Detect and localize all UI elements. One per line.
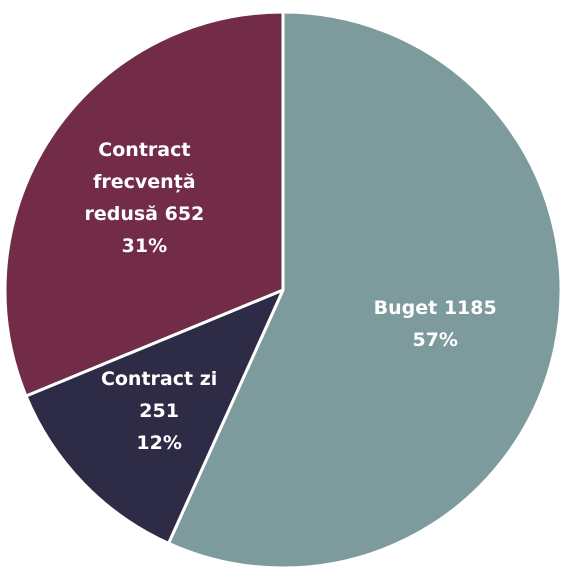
data-label-line: frecvență: [93, 171, 196, 193]
data-label-line: 57%: [412, 329, 457, 351]
data-label-line: 31%: [122, 235, 167, 257]
pie-slices: [3, 10, 563, 567]
data-label-buget: Buget 1185 57%: [374, 297, 497, 351]
pie-slice-buget: [167, 10, 563, 567]
pie-data-labels: Buget 1185 57% Contract zi 251 12% Contract fr…: [84, 139, 496, 454]
data-label-line: Contract: [98, 139, 190, 161]
data-label-line: 251: [139, 400, 179, 422]
data-label-line: redusă 652: [84, 203, 204, 225]
data-label-contract-zi: Contract zi 251 12%: [101, 368, 217, 454]
pie-slice-contract-frecventa-redusa: [3, 10, 285, 398]
data-label-line: Buget 1185: [374, 297, 497, 319]
data-label-contract-frecventa-redusa: Contract frecvență redusă 652 31%: [84, 139, 204, 257]
data-label-line: Contract zi: [101, 368, 217, 390]
data-label-line: 12%: [136, 432, 181, 454]
pie-slice-contract-zi: [24, 288, 285, 545]
